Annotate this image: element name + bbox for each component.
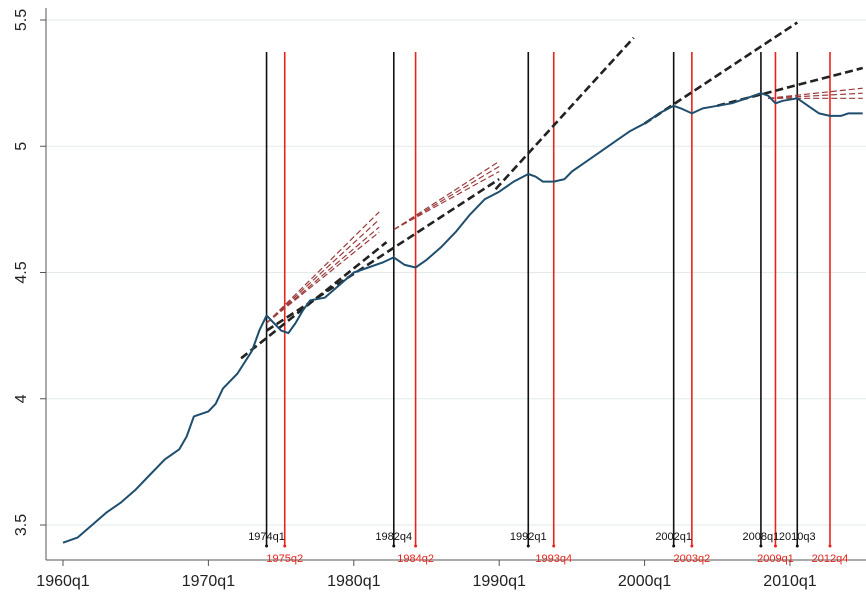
event-marker (414, 544, 418, 548)
forecast-line (266, 211, 380, 324)
event-marker (526, 544, 530, 548)
event-marker (283, 544, 287, 548)
event-label: 1982q4 (375, 531, 412, 543)
trend-line (265, 178, 500, 332)
event-label: 1974q1 (248, 531, 285, 543)
actual-line (62, 92, 863, 544)
actual-series (62, 92, 863, 544)
event-label: 2010q3 (779, 531, 816, 543)
event-marker (672, 544, 676, 548)
x-axis-ticks: 1960q1 1970q1 1980q1 1990q1 2000q1 2010q1 (36, 560, 817, 590)
event-lines (265, 52, 832, 548)
event-label: 2003q2 (673, 553, 710, 565)
event-label: 2012q4 (812, 553, 849, 565)
forecast-line (393, 170, 500, 231)
y-tick-label: 4.5 (13, 261, 30, 283)
event-label: 1984q2 (397, 553, 434, 565)
event-label: 2008q1 (743, 531, 780, 543)
forecast-lines (266, 87, 863, 324)
x-tick-label: 2010q1 (763, 573, 816, 590)
event-label: 2002q1 (655, 531, 692, 543)
event-label: 1992q1 (510, 531, 547, 543)
forecast-line (768, 92, 863, 99)
event-label: 1975q2 (266, 553, 303, 565)
forecast-line (393, 160, 500, 231)
event-marker (759, 544, 763, 548)
forecast-line (266, 226, 380, 324)
x-tick-label: 2000q1 (618, 573, 671, 590)
event-marker (773, 544, 777, 548)
forecast-line (266, 231, 380, 324)
event-marker (690, 544, 694, 548)
x-tick-label: 1960q1 (36, 573, 89, 590)
y-tick-label: 5.5 (13, 9, 30, 31)
trend-line (494, 36, 635, 191)
x-tick-label: 1970q1 (182, 573, 235, 590)
axes (45, 8, 866, 561)
event-marker (392, 544, 396, 548)
forecast-line (393, 165, 500, 231)
y-tick-label: 4 (13, 394, 30, 403)
x-tick-label: 1980q1 (327, 573, 380, 590)
event-marker (265, 544, 269, 548)
event-label: 2009q1 (757, 553, 794, 565)
y-tick-label: 3.5 (13, 514, 30, 536)
event-marker (552, 544, 556, 548)
forecast-line (266, 219, 380, 324)
forecast-line (768, 87, 863, 99)
trend-line (240, 241, 388, 360)
event-label: 1993q4 (535, 553, 572, 565)
y-tick-label: 5 (13, 142, 30, 151)
event-marker (795, 544, 799, 548)
event-marker (828, 544, 832, 548)
event-labels: 1974q1 1975q2 1982q4 1984q2 1992q1 1993q4 2002… (248, 531, 848, 565)
y-axis-ticks: 3.5 4 4.5 5 5.5 (13, 9, 46, 536)
x-tick-label: 1990q1 (473, 573, 526, 590)
gridlines (46, 19, 866, 526)
